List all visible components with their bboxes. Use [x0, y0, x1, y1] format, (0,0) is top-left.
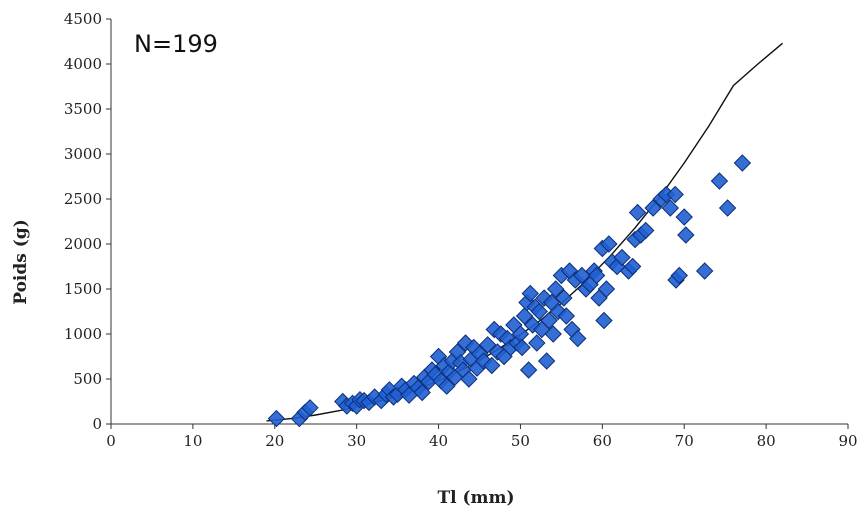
x-tick-label: 70 — [675, 432, 694, 450]
y-tick-label: 1000 — [64, 325, 102, 343]
data-point — [677, 226, 695, 244]
labels-layer: N=199 Tl (mm) Poids (g) — [11, 30, 515, 508]
data-point — [661, 199, 680, 217]
data-point — [438, 377, 456, 395]
data-point — [613, 248, 631, 267]
data-point — [513, 338, 531, 357]
data-point — [540, 311, 558, 330]
x-tick-label: 90 — [838, 432, 857, 450]
data-point — [544, 325, 562, 343]
data-point — [537, 352, 556, 370]
y-tick-label: 1500 — [64, 280, 102, 298]
y-tick-label: 3500 — [64, 100, 102, 118]
data-point — [733, 154, 752, 172]
data-point — [623, 257, 642, 276]
data-point — [555, 289, 573, 307]
data-point — [557, 307, 576, 325]
y-tick-label: 4000 — [64, 55, 102, 73]
data-point — [460, 370, 478, 388]
y-tick-label: 2500 — [64, 190, 102, 208]
data-point — [267, 409, 286, 428]
data-point — [670, 266, 689, 285]
x-tick-label: 10 — [183, 432, 202, 450]
y-tick-label: 2000 — [64, 235, 102, 253]
sample-size-annotation: N=199 — [134, 30, 218, 58]
data-point — [530, 302, 548, 321]
data-point — [644, 199, 662, 217]
x-tick-label: 80 — [757, 432, 776, 450]
data-point — [413, 383, 431, 402]
trend-curve-layer — [266, 42, 783, 422]
x-axis-title: Tl (mm) — [437, 488, 514, 508]
x-tick-label: 60 — [593, 432, 612, 450]
y-tick-label: 3000 — [64, 145, 102, 163]
data-point — [519, 361, 538, 379]
data-point — [695, 262, 714, 280]
data-point — [546, 280, 565, 298]
y-tick-label: 4500 — [64, 10, 102, 28]
data-point — [600, 235, 618, 253]
data-point — [675, 208, 693, 226]
y-tick-label: 500 — [73, 370, 102, 388]
data-point — [478, 336, 497, 354]
axes: 0 500 1000 1500 2000 2500 3000 3500 4000 4500 0 10 2… — [64, 10, 858, 450]
x-tick-label: 20 — [265, 432, 284, 450]
data-point — [595, 311, 613, 330]
data-point — [301, 399, 319, 417]
data-point — [666, 185, 684, 204]
data-point — [718, 199, 737, 217]
x-tick-label: 40 — [429, 432, 448, 450]
data-point — [521, 284, 539, 303]
data-point — [573, 266, 591, 285]
points-layer — [267, 154, 752, 428]
x-tick-label: 50 — [511, 432, 530, 450]
y-axis-title: Poids (g) — [11, 219, 31, 304]
x-tick-label: 0 — [106, 432, 116, 450]
data-point — [515, 307, 534, 325]
data-point — [528, 334, 546, 352]
trend-curve — [266, 42, 783, 422]
data-point — [637, 221, 655, 240]
data-point — [628, 203, 647, 222]
data-point — [597, 280, 616, 298]
data-point — [483, 356, 501, 375]
x-tick-label: 30 — [347, 432, 366, 450]
data-point — [710, 172, 729, 190]
data-point — [587, 266, 606, 285]
y-tick-label: 0 — [92, 415, 102, 433]
data-point — [569, 329, 587, 348]
